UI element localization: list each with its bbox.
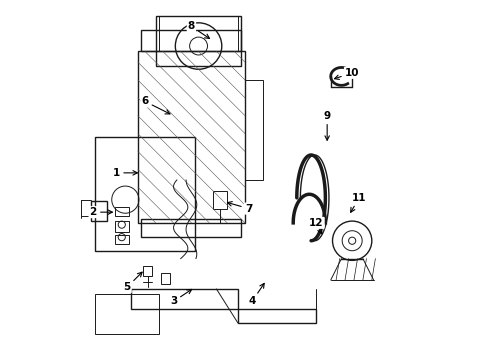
Bar (161, 273, 170, 284)
Bar (95, 137, 195, 251)
Bar (213, 191, 227, 208)
Text: 1: 1 (113, 168, 137, 178)
Text: 7: 7 (227, 202, 252, 213)
Text: 6: 6 (141, 96, 170, 114)
Bar (115, 221, 129, 232)
Bar (238, 309, 317, 323)
Text: 4: 4 (248, 283, 264, 306)
Bar (245, 80, 263, 180)
Bar (115, 235, 129, 244)
Bar (143, 266, 152, 276)
Text: 10: 10 (335, 68, 360, 80)
Bar (142, 219, 242, 237)
Bar (142, 30, 242, 51)
Text: 3: 3 (170, 289, 192, 306)
Bar (131, 289, 238, 309)
Text: 8: 8 (188, 21, 210, 39)
Text: 2: 2 (90, 207, 112, 217)
Bar (156, 16, 242, 66)
Text: 5: 5 (123, 272, 142, 292)
Bar (115, 207, 129, 216)
Bar (138, 51, 245, 223)
Bar (92, 202, 107, 221)
Text: 11: 11 (351, 193, 367, 212)
Text: 9: 9 (323, 111, 331, 140)
Circle shape (348, 237, 356, 244)
Bar (95, 294, 159, 334)
Text: 12: 12 (309, 218, 324, 234)
